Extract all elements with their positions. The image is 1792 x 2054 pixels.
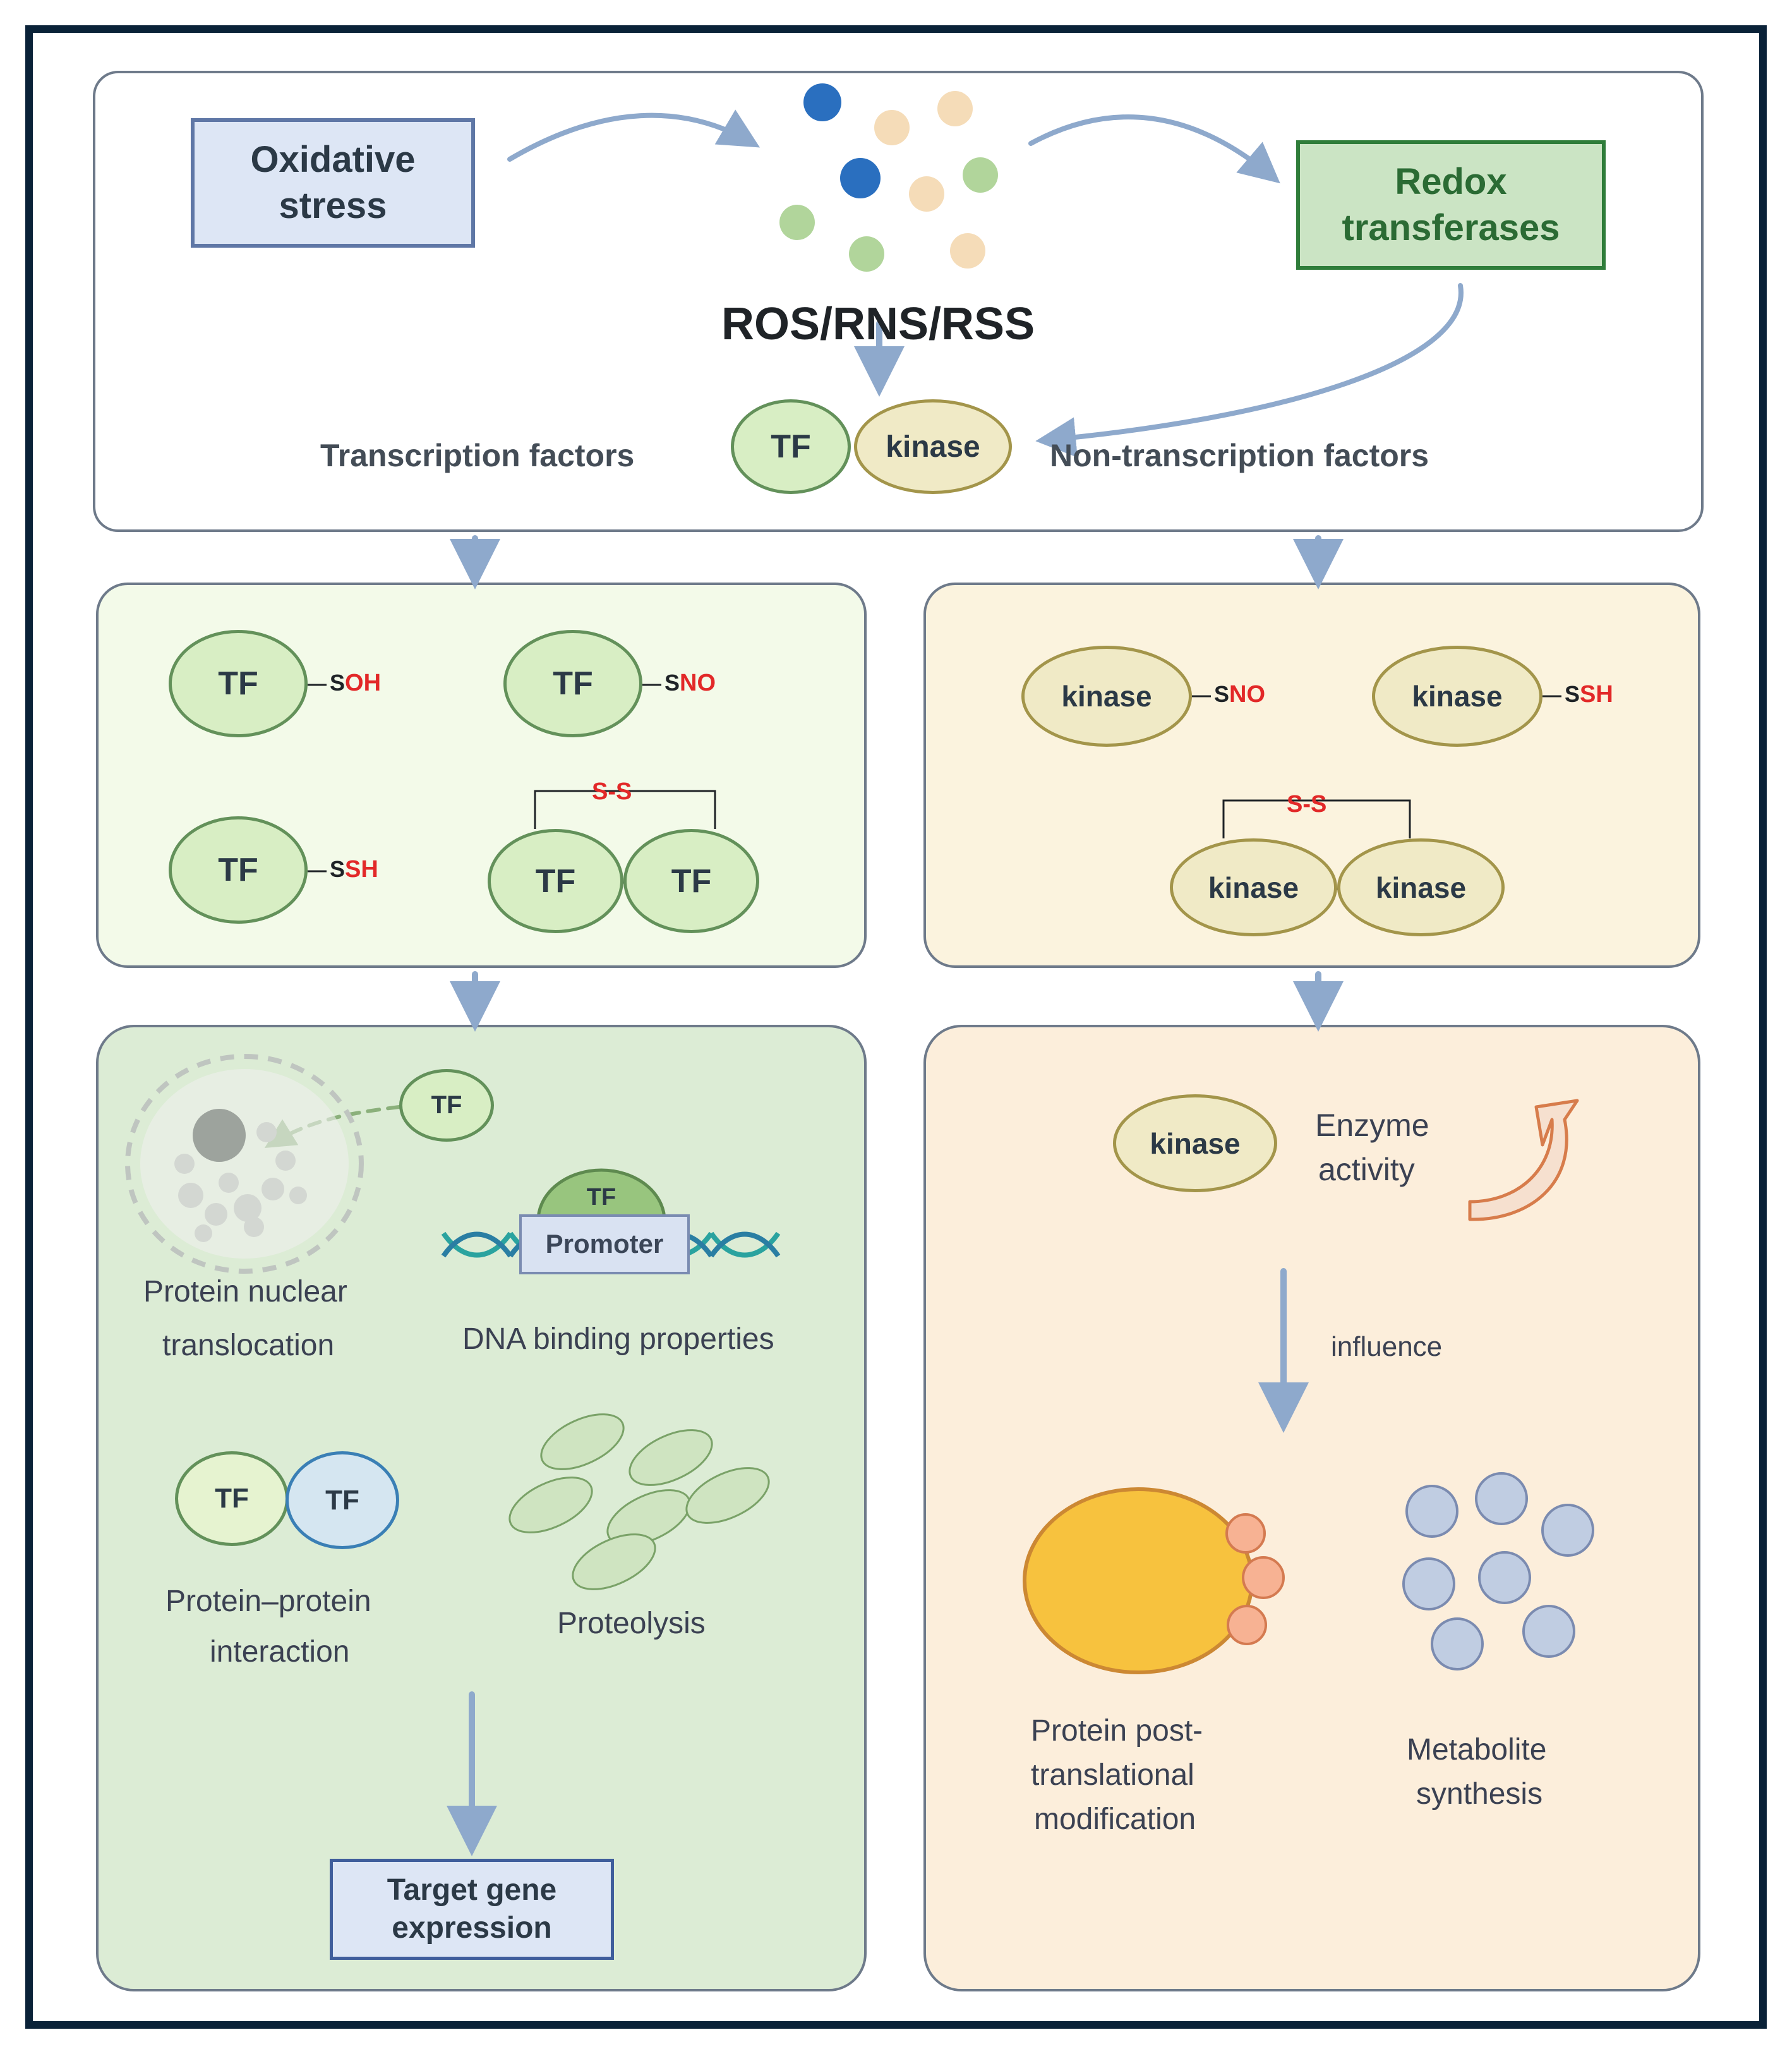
oxidative-stress-label-1: Oxidative: [250, 137, 415, 183]
ptm-label-1: Protein post-: [1031, 1713, 1203, 1748]
mod-text: OH: [345, 670, 381, 696]
mod-text: SH: [345, 856, 378, 883]
enzyme-activity-label-1: Enzyme: [1315, 1107, 1429, 1144]
tf-ellipse-free: TF: [399, 1069, 494, 1142]
tf-ellipse-mod-no: TF: [503, 630, 642, 737]
tf-ellipse-top: TF: [731, 399, 851, 494]
mod-text: NO: [1229, 681, 1265, 708]
tf-ellipse-ppi-b: TF: [286, 1451, 399, 1549]
tf-disulfide-label: S-S: [592, 778, 632, 806]
tf-ellipse-ss-b: TF: [623, 829, 759, 933]
promoter-box: Promoter: [519, 1214, 690, 1274]
kinase-label: kinase: [1412, 679, 1502, 713]
kinase-mod-label-sh: SSH: [1565, 681, 1613, 708]
tf-label: TF: [215, 1483, 249, 1514]
diagram-frame: TF Oxidative stress Redox transferases T…: [25, 25, 1767, 2029]
target-gene-label-1: Target gene: [387, 1871, 557, 1909]
tf-ellipse-mod-oh: TF: [169, 630, 308, 737]
non-transcription-factors-label: Non-transcription factors: [1050, 437, 1429, 474]
oxidative-stress-label-2: stress: [250, 183, 415, 229]
promoter-label: Promoter: [546, 1228, 664, 1261]
kinase-label: kinase: [1150, 1127, 1240, 1161]
tf-label: TF: [325, 1485, 359, 1516]
s-label: S: [330, 856, 345, 882]
mod-text: NO: [680, 670, 716, 696]
ros-rns-rss-title: ROS/RNS/RSS: [721, 298, 1035, 350]
kinase-mod-label-no: SNO: [1214, 681, 1265, 708]
tf-label: TF: [671, 862, 712, 900]
ptm-label-2: translational: [1031, 1758, 1194, 1792]
influence-label: influence: [1331, 1331, 1442, 1363]
kinase-label: kinase: [1376, 871, 1466, 905]
kinase-ellipse-ss-b: kinase: [1337, 838, 1505, 936]
s-label: S: [1214, 681, 1229, 707]
tf-label: TF: [218, 851, 258, 889]
enzyme-activity-label-2: activity: [1318, 1151, 1415, 1188]
kinase-ellipse-mod-sh: kinase: [1372, 646, 1542, 747]
ppi-label-2: interaction: [210, 1634, 349, 1669]
tf-mod-label-oh: SOH: [330, 670, 381, 697]
tf-ellipse-ppi-a: TF: [175, 1451, 289, 1546]
nuclear-translocation-label-2: translocation: [162, 1328, 334, 1363]
kinase-ellipse-ss-a: kinase: [1170, 838, 1337, 936]
target-gene-box: Target gene expression: [330, 1859, 614, 1960]
metabolite-label-1: Metabolite: [1407, 1732, 1546, 1767]
tf-label: TF: [536, 862, 576, 900]
tf-label: TF: [431, 1091, 462, 1120]
s-label: S: [664, 670, 680, 696]
nuclear-translocation-label-1: Protein nuclear: [143, 1274, 347, 1309]
redox-transferases-box: Redox transferases: [1296, 140, 1606, 270]
ptm-label-3: modification: [1034, 1802, 1196, 1837]
oxidative-stress-box: Oxidative stress: [191, 118, 475, 248]
tf-mod-label-sh: SSH: [330, 856, 378, 883]
kinase-ellipse-bot: kinase: [1113, 1094, 1277, 1192]
target-gene-label-2: expression: [387, 1909, 557, 1947]
kinase-ellipse-top: kinase: [854, 399, 1012, 494]
kinase-label: kinase: [1061, 679, 1152, 713]
tf-label: TF: [553, 665, 593, 703]
ppi-label-1: Protein–protein: [165, 1584, 371, 1619]
panel-bot-right: [923, 1025, 1700, 1991]
tf-label: TF: [218, 665, 258, 703]
tf-mod-label-no: SNO: [664, 670, 716, 697]
tf-label: TF: [771, 428, 811, 466]
proteolysis-label: Proteolysis: [557, 1606, 706, 1641]
kinase-label: kinase: [1208, 871, 1299, 905]
s-label: S: [330, 670, 345, 696]
dna-binding-label: DNA binding properties: [462, 1322, 774, 1356]
kinase-disulfide-label: S-S: [1287, 791, 1326, 818]
kinase-ellipse-mod-no: kinase: [1021, 646, 1192, 747]
mod-text: SH: [1580, 681, 1613, 708]
redox-label-1: Redox: [1342, 159, 1560, 205]
metabolite-label-2: synthesis: [1416, 1777, 1542, 1811]
s-label: S: [1565, 681, 1580, 707]
transcription-factors-label: Transcription factors: [320, 437, 634, 474]
redox-label-2: transferases: [1342, 205, 1560, 251]
tf-ellipse-ss-a: TF: [488, 829, 623, 933]
kinase-label: kinase: [886, 430, 980, 464]
tf-ellipse-mod-sh: TF: [169, 816, 308, 924]
